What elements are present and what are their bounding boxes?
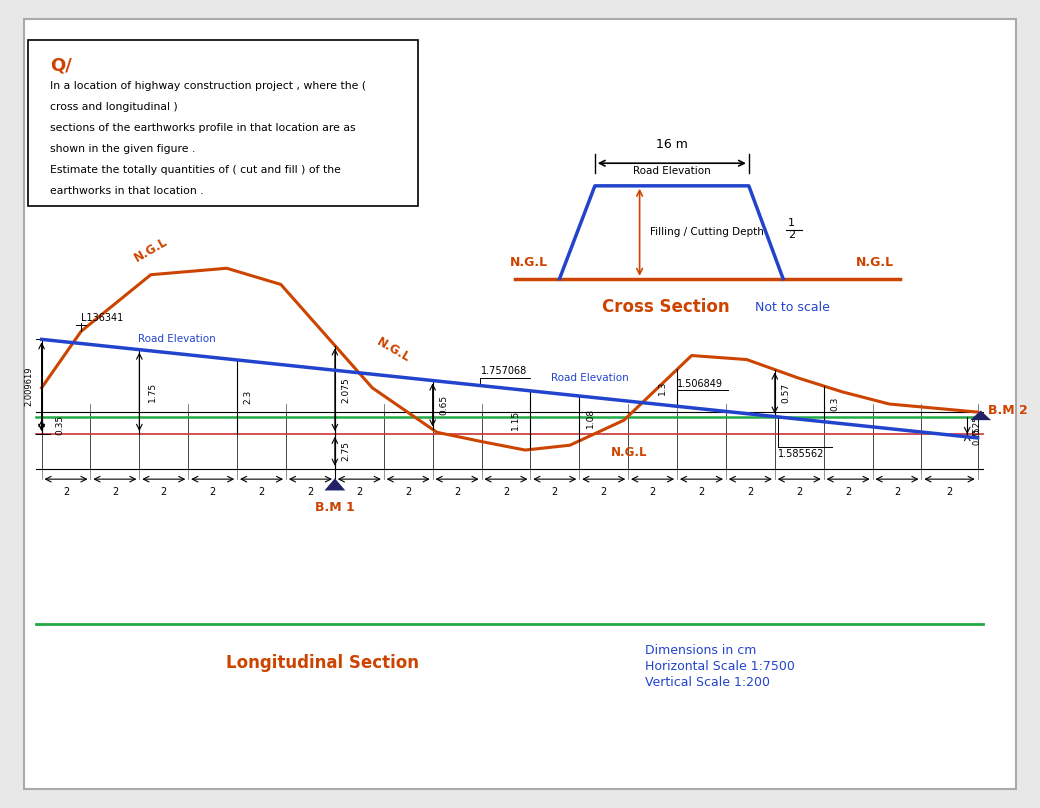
Text: 0.57: 0.57 [781,383,790,403]
Text: Road Elevation: Road Elevation [633,166,710,175]
Text: 1.75: 1.75 [148,381,157,402]
Text: Estimate the totally quantities of ( cut and fill ) of the: Estimate the totally quantities of ( cut… [50,165,341,175]
Text: 2: 2 [209,487,216,497]
Text: 2: 2 [698,487,705,497]
Text: Horizontal Scale 1:7500: Horizontal Scale 1:7500 [645,660,795,673]
FancyBboxPatch shape [28,40,418,206]
Text: 0.35: 0.35 [55,415,64,436]
Polygon shape [324,478,345,490]
Text: 2: 2 [453,487,461,497]
Text: Cross Section: Cross Section [602,298,729,316]
Text: earthworks in that location .: earthworks in that location . [50,186,204,196]
Text: 2.009619: 2.009619 [25,367,33,406]
Text: 2.75: 2.75 [341,441,350,461]
Text: 1.3: 1.3 [657,381,667,395]
Polygon shape [970,410,991,420]
Text: 1.08: 1.08 [586,408,595,428]
Text: Filling / Cutting Depth: Filling / Cutting Depth [650,227,763,238]
Text: B.M 2: B.M 2 [988,404,1028,417]
Text: 1.585562: 1.585562 [778,449,825,459]
Text: 0.25: 0.25 [972,415,982,436]
Text: 2: 2 [62,487,70,497]
Text: Vertical Scale 1:200: Vertical Scale 1:200 [645,676,770,689]
Text: Road Elevation: Road Elevation [551,373,629,383]
Text: B.M 1: B.M 1 [315,501,355,514]
Text: 2: 2 [551,487,558,497]
Text: cross and longitudinal ): cross and longitudinal ) [50,102,178,112]
Text: L136341: L136341 [81,314,124,323]
Text: N.G.L: N.G.L [132,235,170,265]
Text: 2: 2 [649,487,656,497]
Text: 2: 2 [893,487,901,497]
Text: 2: 2 [160,487,167,497]
Text: 2: 2 [788,230,796,240]
Text: 1: 1 [788,218,796,228]
Text: 1.506849: 1.506849 [677,378,723,389]
Text: 2.075: 2.075 [341,377,350,402]
Text: 16 m: 16 m [656,138,687,151]
Text: Not to scale: Not to scale [755,301,830,314]
Text: 2: 2 [747,487,754,497]
Text: 2: 2 [502,487,510,497]
Text: N.G.L: N.G.L [374,335,413,365]
Text: 2: 2 [600,487,607,497]
Text: 2: 2 [307,487,314,497]
Text: 2.3: 2.3 [243,389,253,404]
Text: 0.75: 0.75 [972,426,982,444]
Text: 2: 2 [844,487,852,497]
Text: 2: 2 [356,487,363,497]
Text: 2: 2 [258,487,265,497]
Text: In a location of highway construction project , where the (: In a location of highway construction pr… [50,81,366,90]
Text: 1.15: 1.15 [511,410,520,430]
Text: 2: 2 [946,487,953,497]
Text: shown in the given figure .: shown in the given figure . [50,144,196,154]
Text: 0.65: 0.65 [439,395,448,415]
Text: N.G.L: N.G.L [610,446,648,459]
Text: Longitudinal Section: Longitudinal Section [226,654,419,671]
Text: Road Elevation: Road Elevation [138,334,215,344]
Text: 2: 2 [796,487,803,497]
Text: Dimensions in cm: Dimensions in cm [645,644,756,657]
Text: 2: 2 [405,487,412,497]
Text: 1.757068: 1.757068 [480,366,526,376]
Text: N.G.L: N.G.L [856,256,894,269]
FancyBboxPatch shape [24,19,1016,789]
Text: 2: 2 [111,487,119,497]
Text: sections of the earthworks profile in that location are as: sections of the earthworks profile in th… [50,123,356,133]
Text: Q/: Q/ [50,57,72,74]
Text: N.G.L: N.G.L [510,256,548,269]
Text: 0.3: 0.3 [830,397,839,411]
